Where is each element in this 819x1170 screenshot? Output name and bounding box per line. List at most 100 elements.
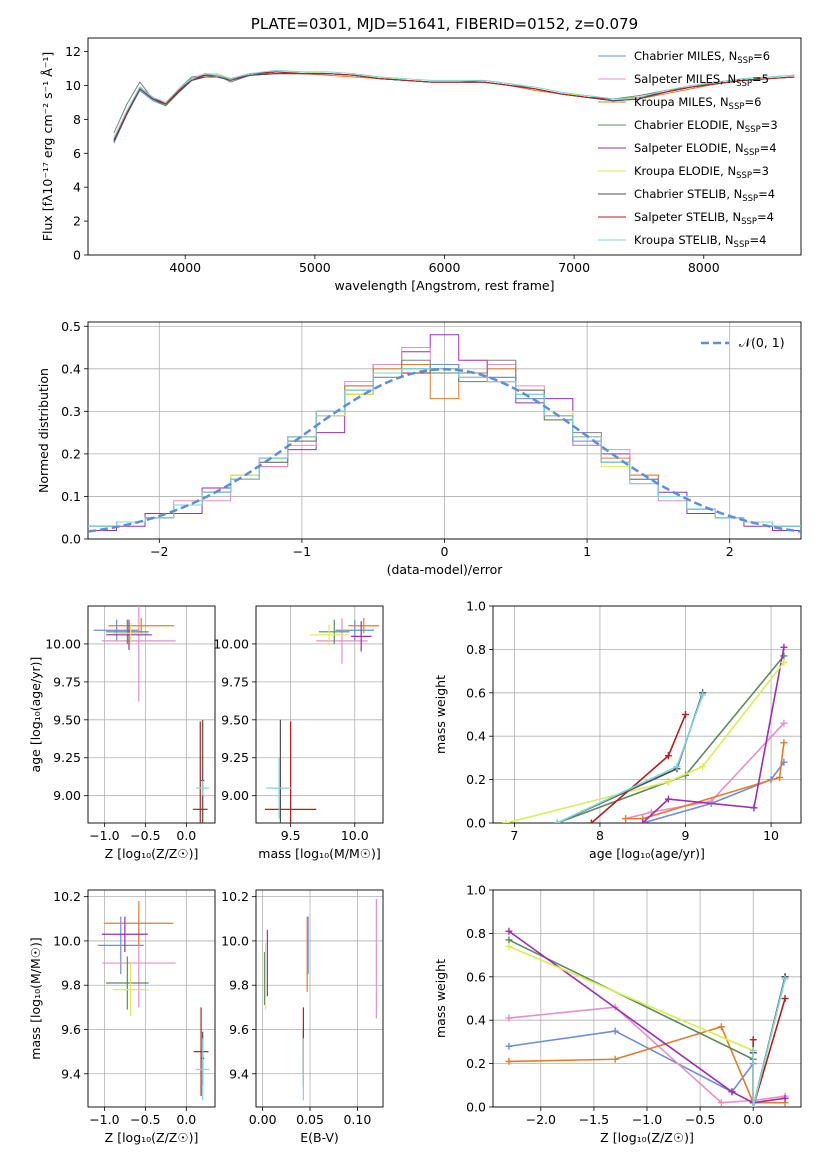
axes-frame <box>255 889 384 1108</box>
weight-line <box>642 761 785 823</box>
y-tick-label: 0 <box>73 248 81 263</box>
x-tick-label: 0.00 <box>249 1112 277 1127</box>
x-tick-label: −0.5 <box>130 828 160 843</box>
x-tick-label: −1 <box>293 544 311 559</box>
axes-frame <box>87 37 802 256</box>
x-tick-label: −0.5 <box>130 1112 160 1127</box>
plot-area <box>264 618 380 823</box>
y-axis-label: mass weight <box>433 675 448 754</box>
legend-label: Chabrier ELODIE, NSSP=3 <box>634 118 778 135</box>
weight-vs-metallicity-panel: −2.0 −1.5 −1.0 −0.5 0.0 0.0 0.2 0.4 0.6 0.8 1.0 Z [… <box>433 883 802 1145</box>
x-tick-label: 5000 <box>299 260 331 275</box>
y-tick-label: 0.2 <box>61 446 81 461</box>
y-tick-label: 9.00 <box>221 788 249 803</box>
y-tick-label: 10.2 <box>221 889 249 904</box>
y-tick-label: 10.0 <box>53 933 81 948</box>
y-tick-label: 10.00 <box>45 636 81 651</box>
legend: Chabrier MILES, NSSP=6 Salpeter MILES, NS… <box>598 49 778 250</box>
y-tick-label: 9.4 <box>61 1066 81 1081</box>
x-tick-label: 0.0 <box>176 1112 196 1127</box>
x-tick-label: 0.05 <box>296 1112 324 1127</box>
y-tick-label: 0.2 <box>466 1056 486 1071</box>
legend-label: Salpeter MILES, NSSP=5 <box>634 72 769 89</box>
plot-area <box>88 334 801 533</box>
y-axis-label: age [log₁₀(age/yr)] <box>28 657 43 773</box>
x-tick-label: 9 <box>682 828 690 843</box>
x-tick-label: 0.10 <box>343 1112 371 1127</box>
legend-label: Salpeter ELODIE, NSSP=4 <box>634 141 777 158</box>
legend-label: 𝒩(0, 1) <box>739 335 785 350</box>
y-tick-label: 9.6 <box>229 1022 249 1037</box>
legend: 𝒩(0, 1) <box>701 335 785 350</box>
x-tick-label: −1.5 <box>579 1112 609 1127</box>
y-tick-label: 9.25 <box>53 750 81 765</box>
legend-label: Chabrier STELIB, NSSP=4 <box>634 187 775 204</box>
x-axis-label: (data-model)/error <box>387 562 504 577</box>
x-axis-label: Z [log₁₀(Z/Z☉)] <box>105 846 199 861</box>
plot-area <box>113 69 795 144</box>
model-spectrum-line <box>113 71 795 140</box>
x-tick-label: −2 <box>150 544 168 559</box>
mass-vs-extinction-panel: 0.00 0.05 0.10 9.4 9.6 9.8 10.0 10.2 E(B-V) <box>221 889 384 1145</box>
x-tick-label: 10.0 <box>341 828 369 843</box>
x-tick-label: 2 <box>726 544 734 559</box>
spectrum-panel: 4000 5000 6000 7000 8000 0 2 4 6 8 10 12 wavelength … <box>40 15 802 293</box>
normal-reference-curve <box>88 368 801 533</box>
x-axis-label: wavelength [Angstrom, rest frame] <box>334 278 554 293</box>
weight-line <box>752 978 786 1107</box>
y-tick-label: 9.8 <box>61 978 81 993</box>
plot-area <box>502 643 788 823</box>
x-tick-label: 0 <box>441 544 449 559</box>
x-tick-label: 0.0 <box>176 828 196 843</box>
weight-line <box>505 661 785 823</box>
y-tick-label: 0.6 <box>466 969 486 984</box>
y-tick-label: 8 <box>73 112 81 127</box>
plot-area <box>263 898 377 1101</box>
y-tick-label: 9.00 <box>53 788 81 803</box>
y-tick-label: 10 <box>65 78 81 93</box>
x-tick-label: 9.5 <box>281 828 301 843</box>
axes-frame <box>87 321 802 540</box>
y-tick-label: 10.2 <box>53 889 81 904</box>
y-tick-label: 0.5 <box>61 319 81 334</box>
plot-area <box>93 606 210 823</box>
y-tick-label: 2 <box>73 214 81 229</box>
y-tick-label: 6 <box>73 146 81 161</box>
legend-label: Chabrier MILES, NSSP=6 <box>634 49 770 66</box>
legend-label: Salpeter STELIB, NSSP=4 <box>634 210 774 227</box>
y-tick-label: 0.4 <box>61 361 81 376</box>
x-axis-label: E(B-V) <box>300 1130 339 1145</box>
x-tick-label: 10 <box>763 828 779 843</box>
y-tick-label: 10.00 <box>213 636 249 651</box>
weight-line <box>508 930 786 1104</box>
x-tick-label: 6000 <box>429 260 461 275</box>
x-tick-label: −1.0 <box>89 1112 119 1127</box>
axes-frame <box>255 605 384 824</box>
y-tick-label: 9.75 <box>53 674 81 689</box>
x-tick-label: 8 <box>596 828 604 843</box>
y-tick-label: 1.0 <box>466 883 486 898</box>
weight-line <box>642 647 785 823</box>
axes-frame <box>87 605 216 824</box>
y-tick-label: 0.4 <box>466 729 486 744</box>
legend-label: Kroupa STELIB, NSSP=4 <box>634 233 766 250</box>
y-tick-label: 9.75 <box>221 674 249 689</box>
y-tick-label: 1.0 <box>466 599 486 614</box>
weight-vs-age-panel: 7 8 9 10 0.0 0.2 0.4 0.6 0.8 1.0 age [log₁₀(age/yr… <box>433 599 802 861</box>
x-tick-label: 7 <box>510 828 518 843</box>
y-tick-label: 0.0 <box>466 1100 486 1115</box>
y-tick-label: 9.25 <box>221 750 249 765</box>
x-axis-label: age [log₁₀(age/yr)] <box>589 846 705 861</box>
y-tick-label: 0.8 <box>466 642 486 657</box>
x-tick-label: 1 <box>583 544 591 559</box>
x-tick-label: 0.0 <box>743 1112 763 1127</box>
axes-frame <box>492 605 802 824</box>
x-axis-label: Z [log₁₀(Z/Z☉)] <box>600 1130 694 1145</box>
x-axis-label: mass [log₁₀(M/M☉)] <box>258 846 380 861</box>
x-axis-label: Z [log₁₀(Z/Z☉)] <box>105 1130 199 1145</box>
age-vs-metallicity-panel: −1.0 −0.5 0.0 9.00 9.25 9.50 9.75 10.00 Z [log₁₀… <box>28 605 216 861</box>
plot-area <box>505 927 789 1107</box>
plot-area <box>97 901 210 1101</box>
y-axis-label: Flux [fλ10⁻¹⁷ erg cm⁻² s⁻¹ Å⁻¹] <box>40 52 55 241</box>
